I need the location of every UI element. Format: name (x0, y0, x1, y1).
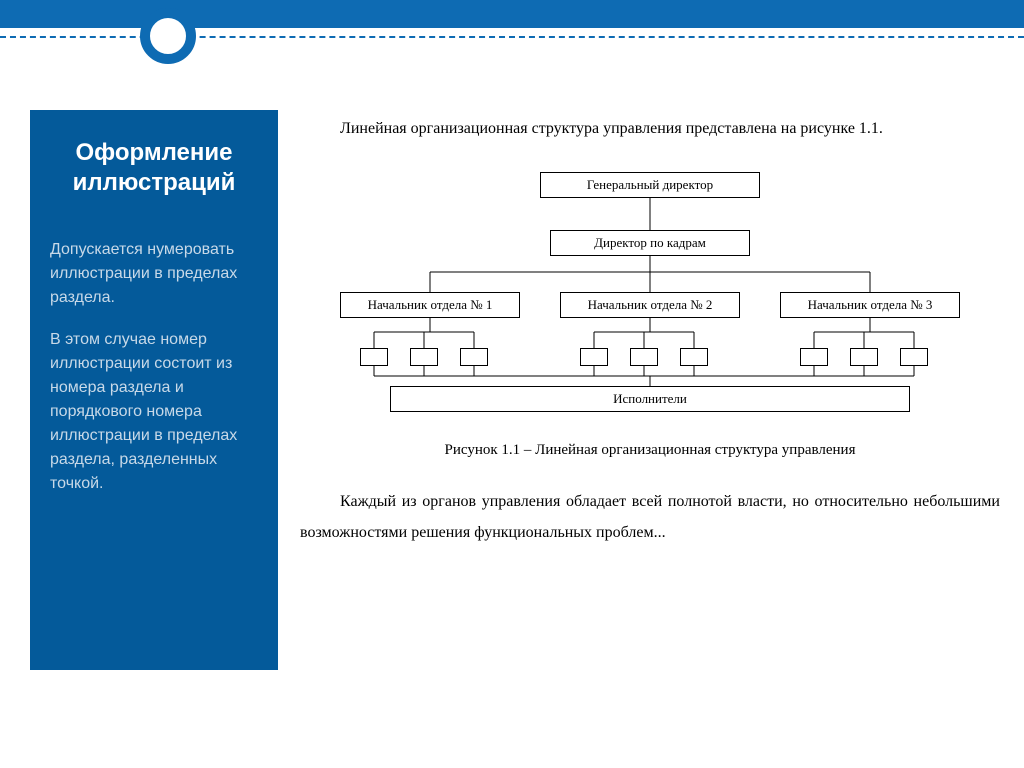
intro-text: Линейная организационная структура управ… (300, 115, 1000, 142)
small-box (800, 348, 828, 366)
sidebar-panel: Оформление иллюстраций Допускается нумер… (30, 110, 278, 670)
node-root: Генеральный директор (540, 172, 760, 198)
org-chart: Генеральный директор Директор по кадрам … (330, 172, 970, 432)
outro-text: Каждый из органов управления обладает вс… (300, 487, 1000, 548)
small-box (850, 348, 878, 366)
figure-caption: Рисунок 1.1 – Линейная организационная с… (300, 442, 1000, 459)
sidebar-paragraph-1: Допускается нумеровать иллюстрации в пре… (50, 238, 258, 310)
small-box (360, 348, 388, 366)
small-box (410, 348, 438, 366)
node-dept-3: Начальник отдела № 3 (780, 292, 960, 318)
node-executors: Исполнители (390, 386, 910, 412)
circle-ornament (140, 8, 196, 64)
content-area: Линейная организационная структура управ… (300, 115, 1000, 548)
node-hr: Директор по кадрам (550, 230, 750, 256)
node-dept-1: Начальник отдела № 1 (340, 292, 520, 318)
node-dept-2: Начальник отдела № 2 (560, 292, 740, 318)
small-box (900, 348, 928, 366)
sidebar-title: Оформление иллюстраций (50, 138, 258, 198)
small-box (680, 348, 708, 366)
small-box (630, 348, 658, 366)
sidebar-paragraph-2: В этом случае номер иллюстрации состоит … (50, 328, 258, 496)
small-box (460, 348, 488, 366)
small-box (580, 348, 608, 366)
